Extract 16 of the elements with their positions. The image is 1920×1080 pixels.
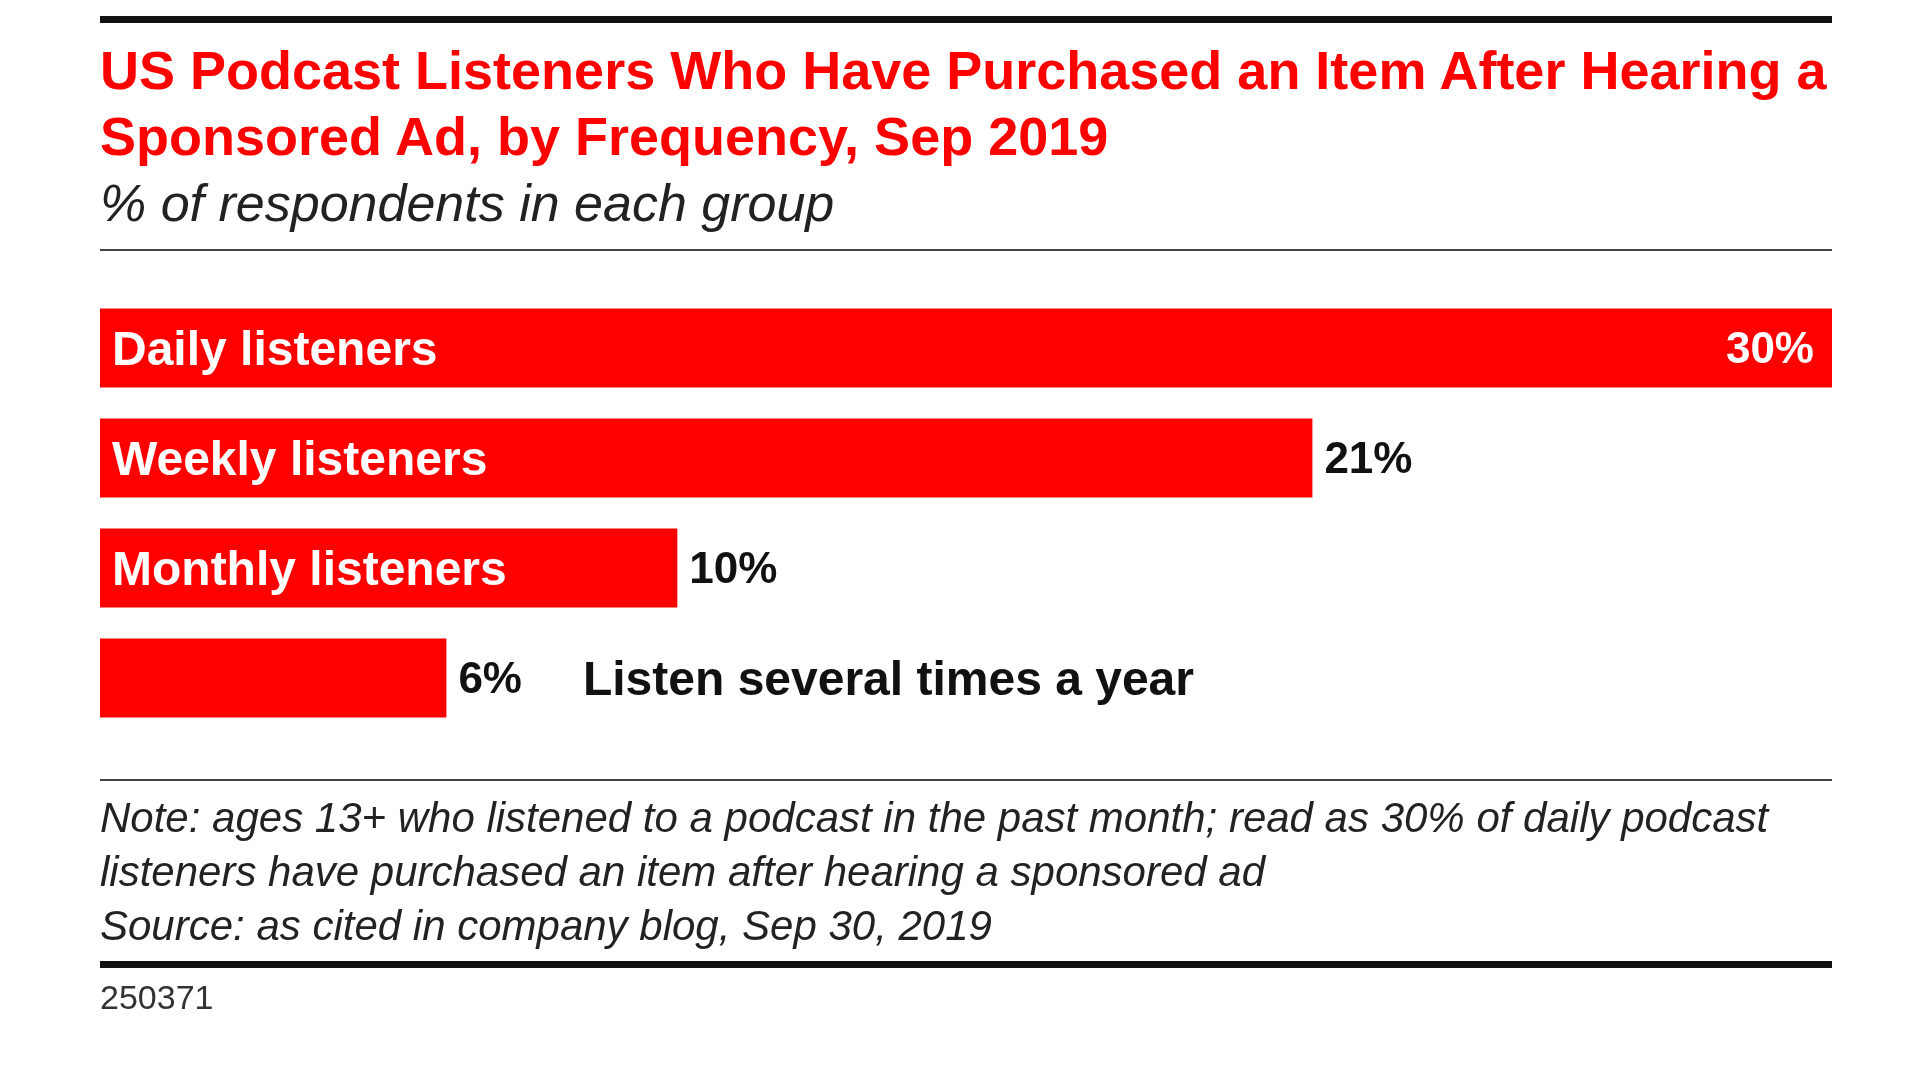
data-label: 10% bbox=[689, 543, 778, 593]
source-note: Source: as cited in company blog, Sep 30, 2019 bbox=[100, 901, 993, 951]
y-tick-label: Monthly listeners bbox=[112, 541, 507, 595]
bar bbox=[100, 638, 447, 718]
chart-subtitle: % of respondents in each group bbox=[100, 173, 836, 234]
data-label: 30% bbox=[1725, 323, 1814, 373]
y-tick-label: Listen several times a year bbox=[582, 651, 1195, 705]
text: Note: ages 13+ who listened to a podcast in the past month; read as 30% of daily podcast listeners have purchased an item after hearing a sponsored ad bbox=[100, 793, 1771, 897]
y-tick-label: Daily listeners bbox=[112, 321, 438, 375]
y-tick-label: Weekly listeners bbox=[112, 431, 488, 485]
bar bbox=[100, 308, 1832, 388]
data-label: 21% bbox=[1324, 433, 1413, 483]
data-label: 6% bbox=[458, 653, 522, 703]
chart-title: US Podcast Listeners Who Have Purchased an Item After Hearing a Sponsored Ad, by Frequency, Sep 2019 bbox=[100, 39, 1828, 168]
bar bbox=[100, 418, 1313, 498]
text: 250371 bbox=[100, 978, 215, 1017]
